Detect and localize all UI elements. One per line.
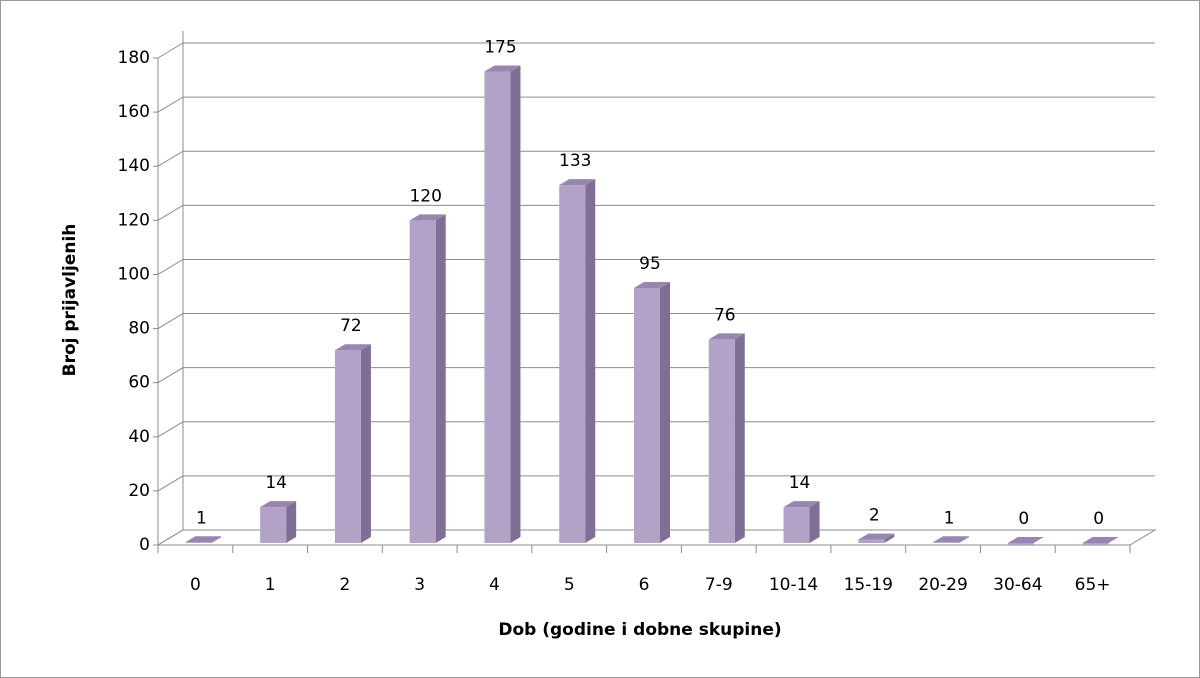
bar-top [334, 344, 371, 351]
x-axis-title: Dob (godine i dobne skupine) [498, 620, 781, 640]
bar-side [211, 536, 222, 543]
x-tick-label: 2 [340, 575, 351, 595]
value-label: 1 [944, 508, 955, 528]
bar [783, 507, 810, 543]
bar-top [634, 281, 670, 288]
bar-top [1007, 537, 1044, 543]
bar-top [484, 65, 521, 72]
y-axis-title: Broj prijavljenih [60, 224, 80, 377]
bar-top [933, 536, 970, 543]
bar [260, 507, 287, 543]
bar-side [734, 333, 745, 543]
y-tick-label: 140 [118, 156, 150, 176]
bar-top [783, 501, 820, 508]
grid-line [157, 313, 1155, 329]
bar [933, 542, 960, 543]
bar-top [185, 536, 222, 543]
bar-side [360, 344, 371, 543]
bar [708, 339, 735, 543]
bar-top [559, 179, 596, 186]
value-label: 14 [265, 473, 287, 493]
grid-line [157, 42, 1155, 59]
bar-side [585, 179, 596, 543]
bar-top [1082, 537, 1119, 543]
bar-top [409, 214, 446, 221]
bar-top [708, 333, 745, 340]
grid-line [157, 96, 1155, 113]
bar-side [435, 214, 446, 544]
bar [409, 220, 436, 544]
x-tick-label: 3 [414, 575, 425, 595]
bar-side [510, 65, 521, 544]
x-tick-label: 7-9 [705, 575, 733, 595]
y-tick-label: 160 [118, 102, 150, 122]
x-tick-label: 10-14 [769, 575, 818, 595]
grid-line [157, 150, 1155, 167]
grid-line [157, 529, 1155, 546]
value-label: 76 [714, 305, 736, 325]
bar-top [858, 533, 895, 540]
bar [559, 185, 586, 543]
x-tick-label: 4 [489, 575, 500, 595]
bar-side [809, 501, 820, 543]
value-label: 95 [639, 254, 661, 274]
value-label: 72 [340, 316, 362, 336]
value-label: 14 [789, 473, 811, 493]
grid-line [157, 204, 1155, 221]
y-tick-label: 180 [118, 48, 150, 68]
grid-line [157, 421, 1155, 438]
bar-side [884, 533, 895, 543]
x-tick-label: 0 [190, 575, 201, 595]
x-tick-label: 30-64 [993, 575, 1042, 595]
y-tick-label: 40 [128, 427, 150, 447]
grid-line [157, 367, 1155, 384]
y-tick-label: 80 [128, 319, 150, 339]
bar [1082, 543, 1109, 545]
x-tick-label: 5 [564, 575, 575, 595]
value-label: 2 [869, 506, 880, 526]
bar-side [959, 536, 970, 543]
x-tick-label: 6 [639, 575, 650, 595]
value-label: 0 [1018, 509, 1029, 529]
value-label: 133 [559, 151, 591, 171]
bar-side [660, 281, 670, 543]
bar [634, 287, 660, 543]
y-tick-label: 100 [118, 264, 150, 284]
bar [334, 350, 361, 543]
value-label: 175 [484, 38, 516, 58]
value-label: 0 [1093, 509, 1104, 529]
y-tick-label: 120 [118, 210, 150, 230]
y-tick-label: 60 [128, 373, 150, 393]
y-tick-label: 0 [139, 535, 150, 555]
grid-line [157, 258, 1155, 275]
bar [484, 71, 511, 544]
bar [185, 542, 212, 543]
value-label: 120 [409, 186, 441, 206]
bar-side [286, 501, 297, 543]
bar [1007, 543, 1034, 545]
x-tick-label: 15-19 [844, 575, 893, 595]
x-tick-label: 20-29 [918, 575, 967, 595]
y-tick-label: 20 [128, 481, 150, 501]
value-label: 1 [196, 508, 207, 528]
bar [858, 539, 885, 543]
bar-top [260, 501, 297, 508]
x-tick-label: 65+ [1075, 575, 1111, 595]
x-tick-label: 1 [265, 575, 276, 595]
grid-line [157, 475, 1155, 492]
